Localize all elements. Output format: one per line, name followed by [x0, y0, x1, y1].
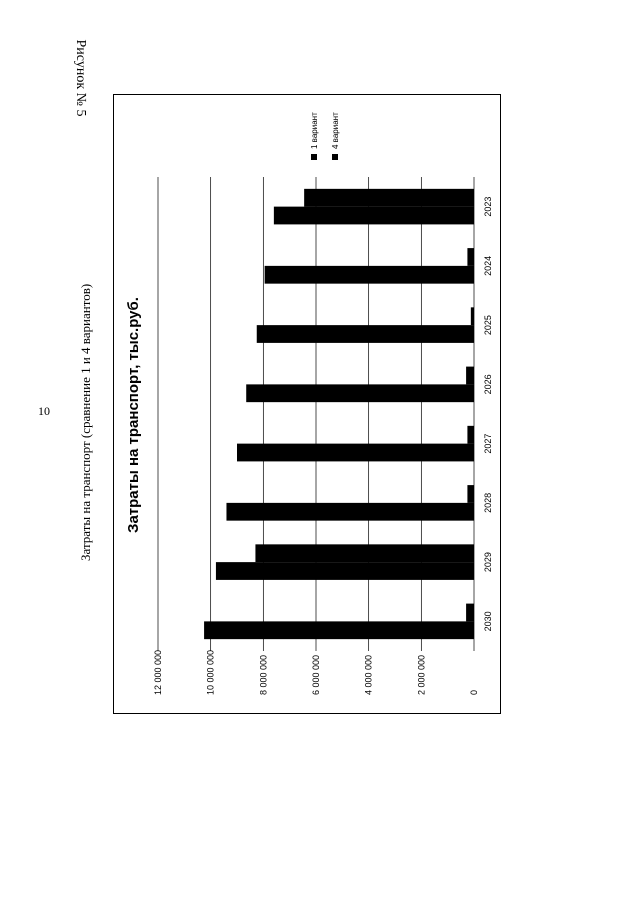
x-category-label: 2027 — [483, 434, 493, 454]
x-category-label: 2024 — [483, 256, 493, 276]
y-tick-label: 0 — [469, 690, 479, 695]
bar-2024-series-2 — [264, 265, 474, 284]
bar-2029-series-2 — [215, 562, 474, 580]
chart-frame: 0 2 000 000 4 000 000 6 000 000 8 000 000 10 … — [113, 94, 501, 714]
x-category-label: 2023 — [483, 197, 493, 217]
bar-2023-series-2 — [273, 206, 474, 225]
bar-2029-series-1 — [255, 544, 474, 563]
transport-cost-chart: 0 2 000 000 4 000 000 6 000 000 8 000 000 10 … — [125, 112, 493, 695]
bar-2028-series-1 — [467, 485, 474, 503]
bar-2027-series-2 — [237, 443, 474, 462]
x-category-label: 2029 — [483, 552, 493, 572]
x-category-label: 2026 — [483, 374, 493, 394]
y-tick-label: 6 000 000 — [311, 655, 321, 695]
x-category-label: 2028 — [483, 493, 493, 513]
bar-2030-series-2 — [204, 621, 474, 640]
y-tick-label: 10 000 000 — [206, 650, 216, 695]
y-tick-label: 12 000 000 — [153, 650, 163, 695]
page-number: 10 — [38, 404, 50, 418]
y-tick-label: 2 000 000 — [416, 655, 426, 695]
figure-label: Рисунок № 5 — [73, 39, 88, 117]
bar-2028-series-2 — [226, 502, 474, 521]
figure-caption: Затраты на транспорт (сравнение 1 и 4 ва… — [78, 283, 93, 561]
x-category-label: 2030 — [483, 611, 493, 631]
legend-swatch-2 — [332, 154, 338, 160]
x-category-label: 2025 — [483, 315, 493, 335]
bar-2026-series-2 — [246, 384, 474, 403]
bar-2025-series-1 — [470, 307, 474, 326]
bar-2023-series-1 — [304, 188, 474, 207]
y-tick-label: 4 000 000 — [364, 655, 374, 695]
bar-2027-series-1 — [467, 425, 474, 444]
legend-label-2: 4 вариант — [331, 112, 340, 149]
legend-label-1: 1 вариант — [310, 112, 319, 149]
legend-swatch-1 — [311, 154, 317, 160]
chart-title: Затраты на транспорт, тыс.руб. — [125, 297, 142, 533]
y-tick-label: 8 000 000 — [258, 655, 268, 695]
bar-2030-series-1 — [466, 603, 474, 622]
bar-2025-series-2 — [256, 325, 474, 343]
bar-2026-series-1 — [466, 366, 474, 385]
bar-2024-series-1 — [467, 248, 474, 266]
